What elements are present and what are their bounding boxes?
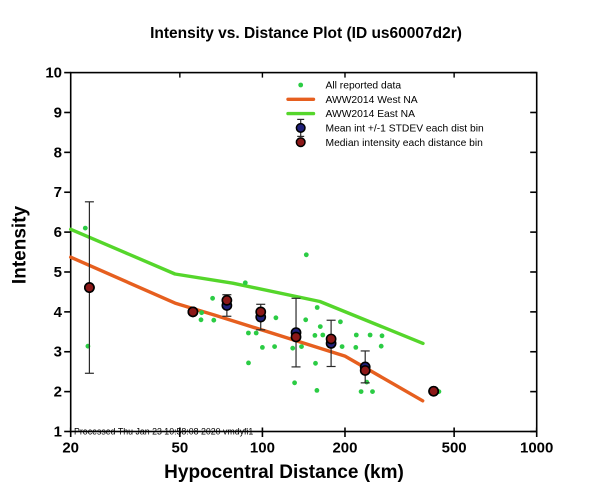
reported-data-point [370,389,375,394]
reported-data-point [210,295,216,301]
aww2014-west-line [68,255,425,403]
reported-data-point [314,305,320,310]
x-tick-label: 20 [62,440,79,457]
reported-data-point [246,330,251,336]
reported-data-point [273,315,279,321]
axis-ticks-and-labels: 20 50 100 200 500 1000 1 2 3 4 5 6 7 8 9 10 [45,65,553,457]
y-tick-label: 9 [54,104,62,121]
reported-data-point [312,333,318,338]
x-tick-label: 1000 [520,440,553,457]
x-tick-label: 500 [442,440,467,457]
reported-data-point [303,317,309,323]
reported-data-point [260,345,265,350]
attenuation-lines [68,227,425,403]
y-tick-label: 10 [45,65,62,82]
median-intensity-marker [255,306,267,318]
median-intensity-marker [221,294,233,306]
legend-dot-icon [298,82,304,88]
y-tick-label: 1 [54,424,62,441]
reported-data-point [353,345,359,350]
reported-data-point [272,344,277,349]
plot-border [69,71,538,433]
reported-data-point [358,389,364,394]
reported-data-point [290,345,296,351]
reported-data-point [198,317,204,323]
reported-data-point [313,360,318,366]
reported-data-point [339,344,345,349]
y-tick-label: 4 [54,304,63,321]
legend-label-west-na: AWW2014 West NA [326,95,418,106]
reported-data-point [317,324,323,329]
reported-data-point [379,333,385,339]
reported-data-point [246,360,251,366]
y-tick-label: 8 [54,144,62,161]
median-intensity-marker [325,333,337,345]
legend-label-median: Median intensity each distance bin [326,138,484,149]
y-tick-label: 3 [54,344,62,361]
reported-data-point [353,332,359,338]
x-tick-label: 50 [172,440,189,457]
reported-data-point [303,252,309,258]
processing-timestamp: Processed Thu Jan 23 10:58:08 2020 vmdyf… [74,427,253,437]
y-tick-label: 6 [54,224,62,241]
plot-title: Intensity vs. Distance Plot (ID us60007d… [150,25,462,42]
plot-frame [69,71,538,433]
reported-data-point [199,310,205,316]
reported-data-point [211,317,217,323]
median-intensity-marker [359,365,371,376]
reported-data-point [367,332,373,338]
x-tick-label: 100 [250,440,275,457]
reported-data-point [253,330,259,336]
legend-mean-icon [295,122,306,133]
legend-label-all-data: All reported data [326,81,402,92]
y-tick-label: 5 [54,264,62,281]
reported-data-point [292,380,297,386]
median-intensity-marker [290,331,302,343]
aww2014-east-line [68,227,425,346]
x-axis-label: Hypocentral Distance (km) [164,462,404,483]
y-tick-label: 7 [54,184,62,201]
x-tick-label: 200 [332,440,357,457]
reported-data-point [299,344,304,349]
y-tick-label: 2 [54,384,62,401]
median-intensity-marker [428,385,440,397]
median-intensity-marker [84,282,95,293]
reported-data-point [378,343,384,349]
y-axis-label: Intensity [10,206,31,285]
legend-label-east-na: AWW2014 East NA [326,109,416,120]
reported-data-point [314,388,320,393]
reported-data-point [320,332,326,338]
binned-statistics [84,201,440,397]
reported-data-point [242,280,248,286]
median-intensity-marker [187,306,199,318]
legend-icons [286,82,316,148]
legend-label-mean: Mean int +/-1 STDEV each dist bin [326,124,485,135]
legend-median-icon [295,137,306,148]
reported-data-point [82,225,88,231]
reported-data-point [338,319,343,325]
